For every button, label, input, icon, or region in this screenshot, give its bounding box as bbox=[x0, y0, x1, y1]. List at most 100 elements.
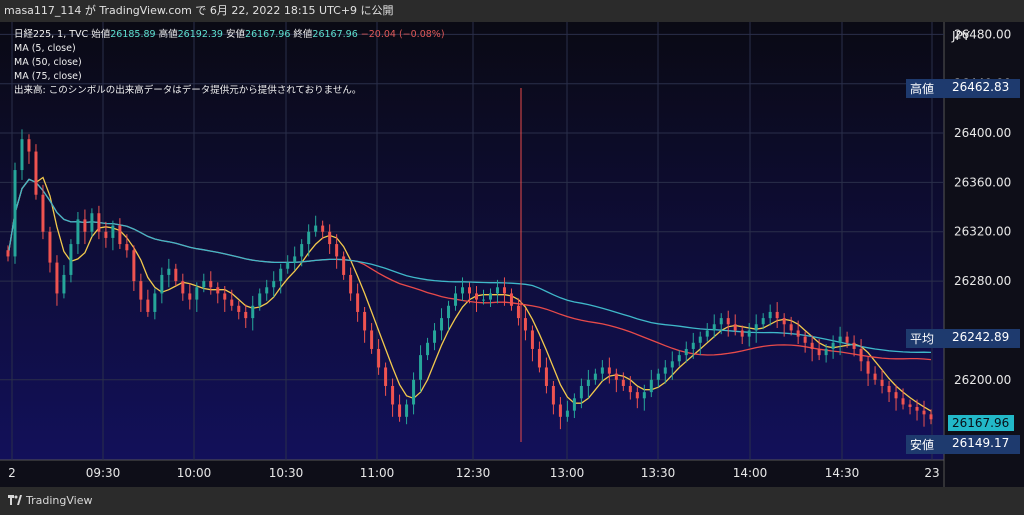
candle-body bbox=[845, 336, 849, 343]
candle-body bbox=[62, 274, 66, 294]
brand-name[interactable]: TradingView bbox=[26, 494, 93, 507]
candle-body bbox=[691, 342, 695, 349]
candle-body bbox=[97, 213, 101, 232]
x-tick-label: 23 bbox=[924, 466, 939, 480]
candle-body bbox=[901, 398, 905, 405]
avg-price-tag: 平均 26242.89 bbox=[906, 329, 1020, 348]
ma75-line bbox=[7, 178, 932, 354]
candle-body bbox=[600, 367, 604, 374]
candle-body bbox=[272, 281, 276, 288]
candle-body bbox=[530, 330, 534, 349]
x-tick-label: 13:00 bbox=[550, 466, 585, 480]
candlestick-series bbox=[6, 129, 933, 430]
candle-body bbox=[838, 336, 842, 343]
x-tick-label: 11:00 bbox=[360, 466, 395, 480]
candle-body bbox=[614, 373, 618, 380]
candle-body bbox=[27, 139, 31, 152]
candle-body bbox=[48, 231, 52, 263]
candle-body bbox=[817, 348, 821, 356]
open-value: 26185.89 bbox=[110, 29, 156, 40]
last-price-tag: 26167.96 bbox=[948, 415, 1014, 431]
candle-body bbox=[684, 348, 688, 356]
candle-body bbox=[419, 355, 423, 380]
high-value: 26192.39 bbox=[177, 29, 223, 40]
y-tick-label: 26320.00 bbox=[954, 225, 1011, 239]
candle-body bbox=[796, 330, 800, 337]
candle-body bbox=[481, 299, 485, 301]
candle-body bbox=[698, 336, 702, 343]
candle-body bbox=[328, 231, 332, 245]
candle-body bbox=[712, 324, 716, 331]
candle-body bbox=[118, 225, 122, 245]
x-tick-label: 09:30 bbox=[86, 466, 121, 480]
candle-body bbox=[663, 367, 667, 374]
candle-body bbox=[915, 406, 919, 411]
candle-body bbox=[929, 414, 933, 420]
low-label: 安値 bbox=[226, 29, 246, 40]
candle-body bbox=[363, 311, 367, 331]
low-tag-value: 26149.17 bbox=[952, 436, 1010, 450]
candle-body bbox=[286, 262, 290, 269]
candle-body bbox=[761, 318, 765, 325]
candle-body bbox=[572, 398, 576, 411]
candle-body bbox=[223, 293, 227, 300]
currency-label: JPY bbox=[951, 29, 971, 43]
candle-body bbox=[593, 373, 597, 380]
legend: 日経225, 1, TVC 始値26185.89 高値26192.39 安値26… bbox=[14, 28, 445, 98]
candle-body bbox=[621, 379, 625, 386]
candle-body bbox=[244, 311, 248, 319]
ma75-legend[interactable]: MA (75, close) bbox=[14, 71, 82, 82]
time-axis-ticks: 2 09:30 10:00 10:30 11:00 12:30 13:00 13:30 14:0… bbox=[8, 466, 939, 480]
x-tick-label: 14:00 bbox=[733, 466, 768, 480]
candle-body bbox=[440, 318, 444, 331]
candle-body bbox=[237, 305, 241, 312]
candle-body bbox=[384, 367, 388, 386]
candle-body bbox=[670, 361, 674, 368]
candle-body bbox=[181, 281, 185, 294]
candle-body bbox=[551, 385, 555, 405]
candle-body bbox=[866, 361, 870, 374]
grid-lines bbox=[0, 22, 944, 460]
candle-body bbox=[188, 293, 192, 300]
candle-body bbox=[447, 305, 451, 319]
candle-body bbox=[461, 287, 465, 294]
x-tick-label: 13:30 bbox=[641, 466, 676, 480]
y-tick-label: 26280.00 bbox=[954, 274, 1011, 288]
candle-body bbox=[167, 268, 171, 275]
header-bar: masa117_114 が TradingView.com で 6月 22, 2… bbox=[0, 0, 1024, 22]
candle-body bbox=[265, 287, 269, 294]
ma50-legend[interactable]: MA (50, close) bbox=[14, 57, 82, 68]
candle-body bbox=[726, 318, 730, 325]
candle-body bbox=[216, 287, 220, 294]
candle-body bbox=[474, 293, 478, 300]
candle-body bbox=[160, 274, 164, 294]
high-tag-label: 高値 bbox=[910, 82, 935, 96]
candle-body bbox=[34, 151, 38, 195]
candle-body bbox=[279, 268, 283, 282]
price-chart[interactable]: 26480.0026440.0026400.0026360.0026320.00… bbox=[0, 22, 1024, 487]
x-tick-label: 12:30 bbox=[456, 466, 491, 480]
candle-body bbox=[454, 293, 458, 306]
candle-body bbox=[300, 244, 304, 257]
candle-body bbox=[677, 355, 681, 362]
candle-body bbox=[558, 404, 562, 417]
candle-body bbox=[509, 293, 513, 306]
candle-body bbox=[412, 379, 416, 405]
candle-body bbox=[789, 324, 793, 331]
y-tick-label: 26360.00 bbox=[954, 175, 1011, 189]
candle-body bbox=[258, 293, 262, 306]
candle-body bbox=[719, 318, 723, 325]
candle-body bbox=[880, 379, 884, 386]
close-label: 終値 bbox=[293, 29, 313, 40]
change-value: −20.04 (−0.08%) bbox=[360, 29, 445, 40]
candle-body bbox=[314, 225, 318, 232]
last-tag-value: 26167.96 bbox=[952, 416, 1010, 430]
close-value: 26167.96 bbox=[312, 29, 358, 40]
candle-body bbox=[488, 293, 492, 300]
candle-body bbox=[433, 330, 437, 343]
candle-body bbox=[859, 348, 863, 362]
candle-body bbox=[768, 311, 772, 319]
candle-body bbox=[41, 194, 45, 232]
ma5-legend[interactable]: MA (5, close) bbox=[14, 43, 76, 54]
candle-body bbox=[831, 342, 835, 349]
